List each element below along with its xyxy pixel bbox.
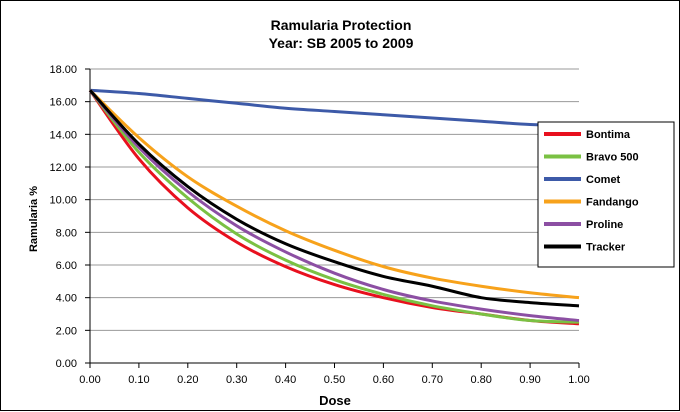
x-axis-title: Dose — [319, 393, 351, 408]
x-tick-label: 0.90 — [519, 374, 540, 386]
y-tick-label: 18.00 — [49, 64, 77, 76]
legend-label-proline: Proline — [586, 219, 623, 231]
y-tick-label: 6.00 — [56, 260, 77, 272]
y-tick-label: 14.00 — [49, 129, 77, 141]
x-tick-label: 0.60 — [373, 374, 394, 386]
axes-layer: 0.00 2.00 4.00 6.00 8.00 10.00 12.00 14.00 16.00… — [49, 64, 589, 386]
y-tick-label: 12.00 — [49, 162, 77, 174]
y-tick-label: 2.00 — [56, 325, 77, 337]
legend-label-bravo-500: Bravo 500 — [586, 152, 639, 164]
y-tick-label: 16.00 — [49, 97, 77, 109]
legend-label-comet: Comet — [586, 174, 621, 186]
legend-box — [537, 121, 675, 268]
legend: Bontima Bravo 500 Comet Fandango Proline Trac… — [537, 121, 675, 268]
series-line-fandango — [88, 89, 580, 300]
series-line-proline — [88, 89, 580, 323]
y-tick-label: 8.00 — [56, 227, 77, 239]
legend-label-bontima: Bontima — [586, 129, 631, 141]
x-tick-label: 0.30 — [226, 374, 247, 386]
y-tick-label: 10.00 — [49, 195, 77, 207]
x-tick-label: 0.00 — [79, 374, 100, 386]
chart-title: Ramularia Protection — [271, 17, 412, 33]
y-axis-title: Ramularia % — [28, 186, 40, 252]
series-line-tracker — [88, 89, 580, 308]
legend-label-tracker: Tracker — [586, 242, 626, 254]
series-line-bravo-500 — [88, 89, 580, 324]
x-tick-label: 0.50 — [324, 374, 345, 386]
x-tick-label: 1.00 — [568, 374, 589, 386]
series-line-comet — [89, 88, 580, 128]
y-tick-label: 4.00 — [56, 293, 77, 305]
x-tick-label: 0.80 — [470, 374, 491, 386]
chart-subtitle: Year: SB 2005 to 2009 — [269, 35, 414, 51]
x-tick-label: 0.10 — [128, 374, 149, 386]
series-layer — [88, 88, 580, 326]
y-tick-label: 0.00 — [56, 358, 77, 370]
legend-label-fandango: Fandango — [586, 197, 639, 209]
x-tick-label: 0.40 — [275, 374, 296, 386]
grid-layer — [90, 68, 579, 331]
x-tick-label: 0.20 — [177, 374, 198, 386]
x-tick-label: 0.70 — [422, 374, 443, 386]
